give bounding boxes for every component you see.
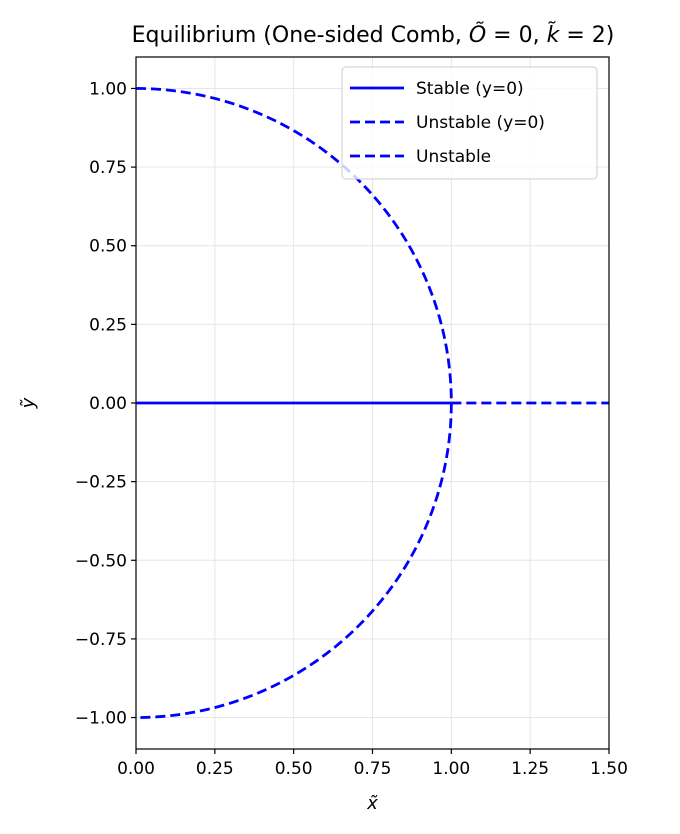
legend-label: Stable (y=0)	[416, 79, 524, 99]
x-tick-label: 0.50	[275, 759, 313, 779]
y-tick-label: −0.50	[75, 551, 127, 571]
legend: Stable (y=0) Unstable (y=0) Unstable	[341, 66, 598, 180]
legend-label: Unstable (y=0)	[416, 113, 545, 133]
y-tick-label: 0.25	[89, 315, 127, 335]
y-tick-label: 1.00	[89, 79, 127, 99]
x-tick-label: 0.75	[354, 759, 392, 779]
x-tick-label: 1.00	[432, 759, 470, 779]
x-tick-label: 1.25	[511, 759, 549, 779]
y-tick-label: −0.25	[75, 473, 127, 493]
y-tick-label: 0.00	[89, 394, 127, 414]
x-tick-label: 0.25	[196, 759, 234, 779]
y-tick-label: −0.75	[75, 630, 127, 650]
y-axis-label: ỹ	[18, 397, 39, 409]
chart-title: Equilibrium (One-sided Comb, Õ = 0, k̃ =…	[132, 21, 615, 48]
plot-lines	[135, 87, 609, 719]
y-tick-label: −1.00	[75, 709, 127, 729]
series-curve	[135, 87, 453, 719]
x-tick-label: 1.50	[590, 759, 628, 779]
legend-label: Unstable	[416, 147, 491, 167]
x-tick-label: 0.00	[117, 759, 155, 779]
y-tick-label: 0.50	[89, 237, 127, 257]
y-tick-label: 0.75	[89, 158, 127, 178]
legend-box	[341, 66, 598, 180]
x-axis-label: x̃	[366, 793, 378, 814]
axis-ticks: 0.00 0.25 0.50 0.75 1.00 1.25 1.50 1.00 0.75 0.50…	[75, 79, 628, 779]
